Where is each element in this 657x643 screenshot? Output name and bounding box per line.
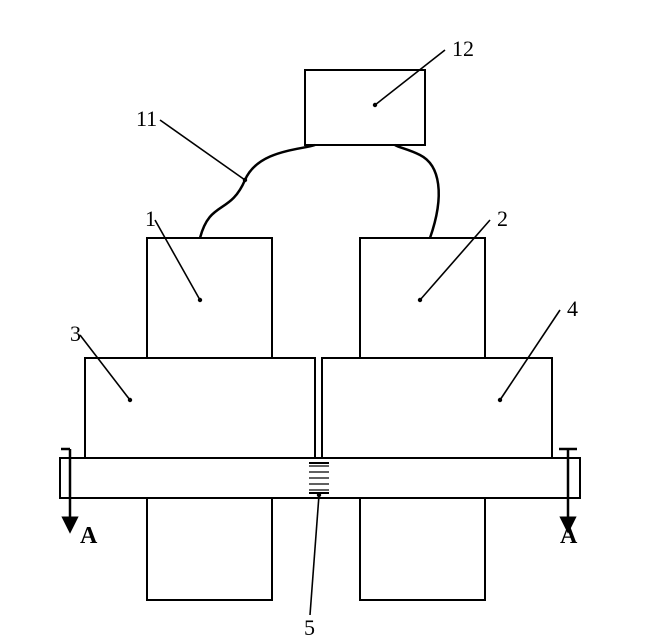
label-3-dot bbox=[128, 398, 132, 402]
label-11-label: 11 bbox=[136, 106, 157, 131]
left-mid-block bbox=[85, 358, 315, 458]
label-4-dot bbox=[498, 398, 502, 402]
label-11-leader bbox=[160, 120, 245, 180]
label-4-label: 4 bbox=[567, 296, 578, 321]
wire-left bbox=[200, 145, 315, 238]
section-A-right-label: A bbox=[560, 523, 578, 549]
controller-box bbox=[305, 70, 425, 145]
left-top-block bbox=[147, 238, 272, 358]
label-2-dot bbox=[418, 298, 422, 302]
label-1-dot bbox=[198, 298, 202, 302]
label-12-dot bbox=[373, 103, 377, 107]
label-11-dot bbox=[243, 178, 247, 182]
label-5-leader bbox=[310, 495, 319, 615]
label-3-label: 3 bbox=[70, 321, 81, 346]
label-2-label: 2 bbox=[497, 206, 508, 231]
label-1-label: 1 bbox=[145, 206, 156, 231]
label-5-dot bbox=[317, 493, 321, 497]
wire-right bbox=[395, 145, 439, 238]
section-A-left-label: A bbox=[80, 523, 98, 549]
label-5-label: 5 bbox=[304, 615, 315, 640]
right-bottom-block bbox=[360, 498, 485, 600]
left-bottom-block bbox=[147, 498, 272, 600]
label-12-label: 12 bbox=[452, 36, 474, 61]
